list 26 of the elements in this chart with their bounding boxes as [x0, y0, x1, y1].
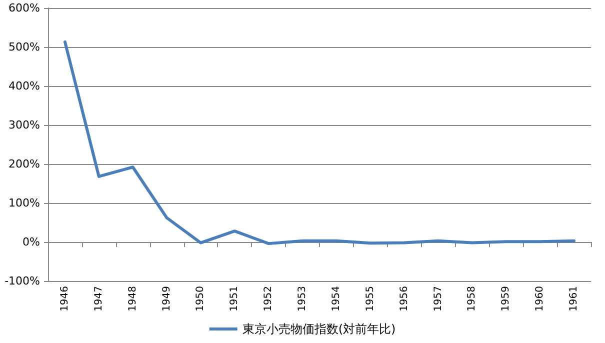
- y-tick-label: 0%: [22, 236, 40, 248]
- x-tick-label: 1953: [297, 286, 308, 312]
- x-tick-label: 1952: [263, 286, 274, 312]
- y-tick-label: 400%: [8, 80, 40, 92]
- x-tick-label: 1959: [500, 286, 512, 312]
- x-tick-label: 1949: [161, 286, 172, 312]
- x-tick-label: 1947: [93, 286, 104, 312]
- x-tick-label: 1950: [195, 286, 206, 312]
- x-tick-label: 1961: [568, 286, 580, 312]
- x-tick-label: 1957: [432, 286, 444, 312]
- x-tick-label: 1956: [398, 286, 410, 312]
- x-tick-label: 1954: [330, 286, 342, 312]
- x-tick-label: 1955: [364, 286, 376, 312]
- y-tick-label: 600%: [8, 2, 40, 14]
- y-tick-label: -100%: [4, 274, 40, 288]
- y-tick-label: 100%: [8, 196, 40, 210]
- x-tick-label: 1946: [59, 286, 70, 312]
- x-tick-label: 1951: [229, 286, 240, 312]
- y-tick-label: 500%: [8, 40, 40, 54]
- x-tick-label: 1960: [534, 286, 546, 312]
- y-tick-label: 200%: [8, 158, 40, 170]
- x-tick-label: 1948: [127, 286, 138, 312]
- line-series: [63, 40, 576, 246]
- y-tick-label: 300%: [8, 118, 40, 132]
- x-tick-label: 1958: [466, 286, 478, 312]
- legend-label: 東京小売物価指数(対前年比): [242, 322, 396, 336]
